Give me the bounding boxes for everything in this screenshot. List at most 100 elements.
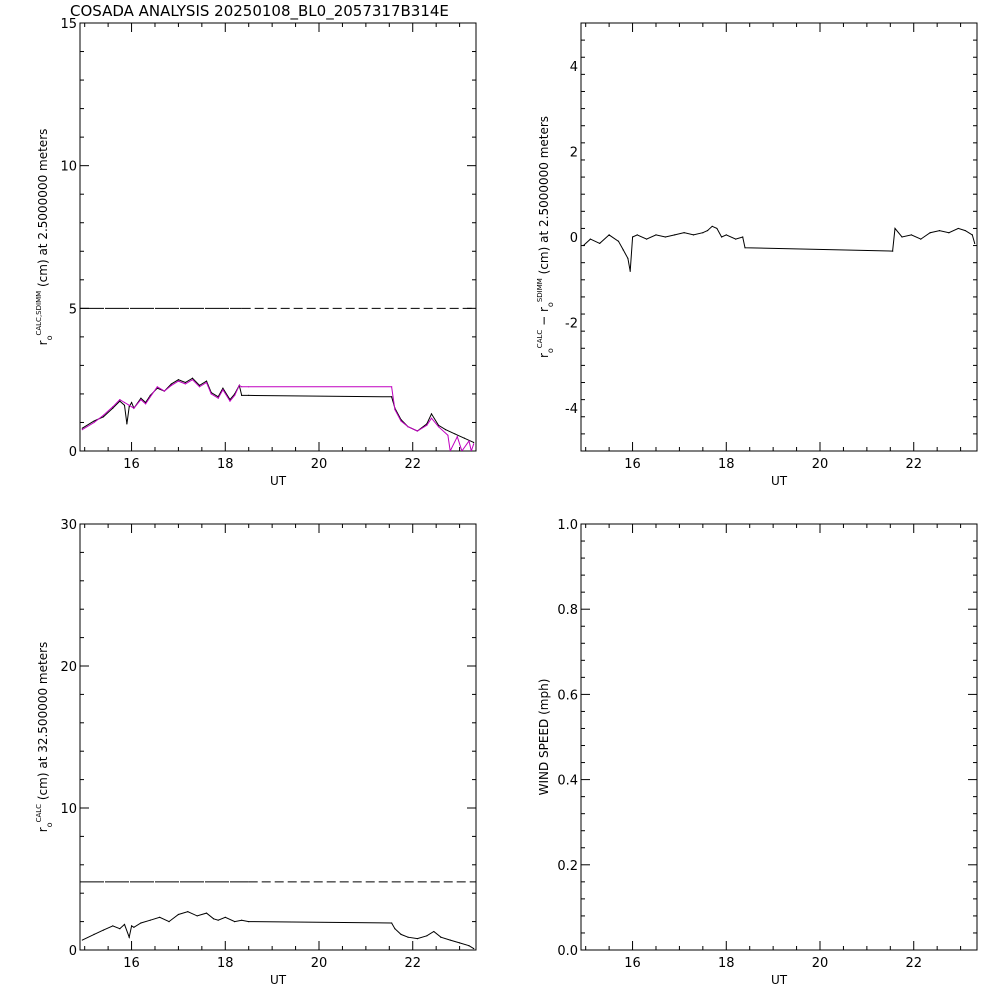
series-line-1 xyxy=(82,911,474,950)
series-point xyxy=(716,227,718,230)
y-label-sup: CALC xyxy=(536,330,544,349)
y-tick-label: -2 xyxy=(565,317,578,332)
series-point xyxy=(454,433,456,435)
y-label-rest: (cm) at 2.5000000 meters xyxy=(537,116,551,274)
series-point xyxy=(140,399,142,401)
series-point xyxy=(426,424,428,426)
y-label-text: WIND SPEED (mph) xyxy=(537,679,551,796)
series-point xyxy=(458,942,461,944)
series-point xyxy=(112,406,114,408)
series-point xyxy=(234,921,236,923)
y-label-minus: − xyxy=(537,316,551,326)
series-point xyxy=(156,386,158,388)
series-point xyxy=(444,429,447,431)
series-point xyxy=(224,916,226,918)
series-point xyxy=(128,404,130,406)
series-point xyxy=(400,933,402,935)
series-point xyxy=(238,384,240,386)
series-point xyxy=(391,922,393,924)
y-label-symbol: r xyxy=(537,353,551,358)
series-point xyxy=(655,234,657,236)
x-tick-label: 18 xyxy=(217,457,234,472)
panel-bottom-left: 16 18 20 22 0 10 20 30 UT roCALC (cm) at 32.50000… xyxy=(35,518,477,987)
series-point xyxy=(222,387,224,389)
series-point xyxy=(170,384,172,386)
series-point xyxy=(191,377,194,379)
series-point xyxy=(93,421,95,424)
series-point xyxy=(81,429,83,431)
x-axis-label: UT xyxy=(270,973,287,987)
series-point xyxy=(416,430,419,432)
series-point xyxy=(910,234,912,236)
series-point xyxy=(589,238,591,240)
series-point xyxy=(664,236,666,238)
x-axis-label: UT xyxy=(771,973,788,987)
series-point xyxy=(163,390,165,392)
y-label-rest: (cm) at 32.500000 meters xyxy=(36,642,50,800)
series-point xyxy=(426,935,428,937)
y-label-symbol: r xyxy=(36,827,50,832)
series-point xyxy=(133,926,135,928)
series-point xyxy=(627,257,629,259)
y-label-sub: o xyxy=(45,822,54,827)
series-point xyxy=(622,249,624,251)
series-point xyxy=(168,921,170,923)
series-point xyxy=(706,229,709,232)
series-point xyxy=(430,417,433,419)
series-point xyxy=(473,947,475,950)
y-label-symbol: r xyxy=(36,340,50,345)
series-point xyxy=(112,925,114,927)
series-point xyxy=(711,225,713,227)
x-tick-label: 16 xyxy=(123,457,140,472)
y-axis-label: WIND SPEED (mph) xyxy=(537,679,551,796)
series-point xyxy=(901,236,903,238)
series-point xyxy=(123,404,126,406)
series-line-2 xyxy=(82,379,475,451)
series-point xyxy=(149,919,151,921)
series-point xyxy=(126,423,128,425)
series-point xyxy=(198,386,201,388)
series-point xyxy=(159,916,161,918)
series-point xyxy=(473,441,475,444)
x-tick-label: 20 xyxy=(812,956,829,971)
series-point xyxy=(582,244,584,247)
series-point xyxy=(241,919,243,921)
series-point xyxy=(248,386,250,388)
series-point xyxy=(416,938,419,940)
series-point xyxy=(920,238,922,240)
y-tick-label: 10 xyxy=(60,160,77,175)
series-point xyxy=(683,232,685,234)
y-tick-label: 0 xyxy=(570,231,578,246)
series-point xyxy=(234,394,236,396)
series-point xyxy=(725,234,727,236)
series-point xyxy=(391,386,393,388)
x-tick-label: 22 xyxy=(404,457,421,472)
series-point xyxy=(463,437,465,439)
series-point xyxy=(742,236,744,238)
series-point xyxy=(140,922,142,924)
series-point xyxy=(212,918,215,920)
series-point xyxy=(948,232,950,234)
series-point xyxy=(130,401,133,404)
series-point xyxy=(119,399,121,401)
series-point xyxy=(241,386,243,388)
series-point xyxy=(248,394,250,396)
x-tick-label: 22 xyxy=(404,956,421,971)
y-tick-label: 5 xyxy=(69,302,77,317)
series-point xyxy=(631,236,634,238)
series-point xyxy=(149,396,151,398)
x-tick-label: 20 xyxy=(812,457,829,472)
plot-frame xyxy=(580,22,978,452)
y-tick-label: 0.2 xyxy=(557,859,578,874)
series-point xyxy=(974,242,976,245)
series-point xyxy=(437,426,440,428)
x-tick-label: 16 xyxy=(624,457,641,472)
series-point xyxy=(198,384,201,386)
series-point xyxy=(468,440,470,442)
series-point xyxy=(608,234,610,236)
series-point xyxy=(617,240,620,242)
y-tick-label: 10 xyxy=(60,802,77,817)
series-point xyxy=(892,250,894,252)
x-axis-label: UT xyxy=(270,474,287,488)
